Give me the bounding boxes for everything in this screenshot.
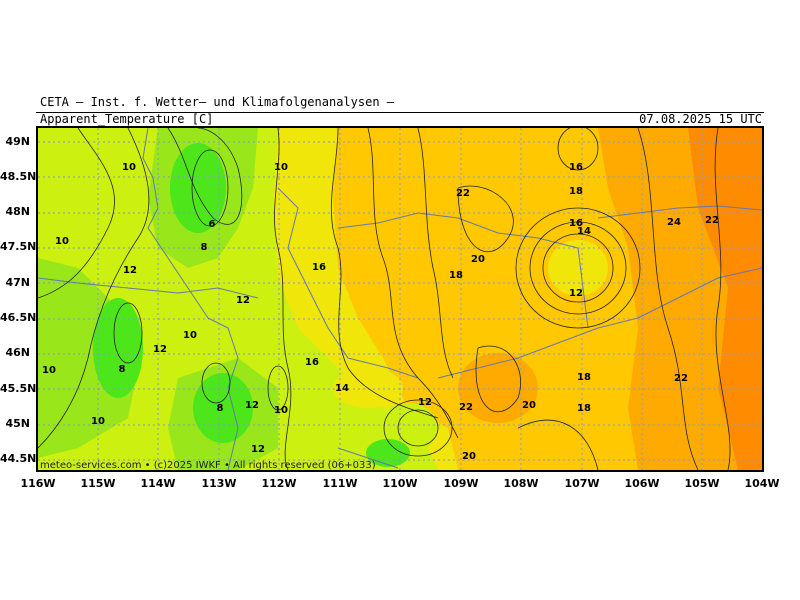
contour-label-layer: 10 10681012121088121012121016101614121622… [42, 162, 719, 462]
contour-label: 10 [122, 162, 136, 173]
contour-label: 12 [569, 288, 583, 299]
isotherm-contours [38, 128, 731, 470]
lon-label-108w: 108W [503, 477, 539, 490]
contour-label: 20 [462, 451, 476, 462]
contour-label: 24 [667, 217, 681, 228]
lat-label-46-5n: 46.5N [0, 311, 37, 324]
contour-label: 12 [123, 265, 137, 276]
contour-label: 10 [274, 405, 288, 416]
contour-label: 22 [456, 188, 470, 199]
lon-label-115w: 115W [80, 477, 116, 490]
graticule [38, 128, 762, 470]
contour-label: 8 [217, 403, 224, 414]
valid-datetime: 07.08.2025 15 UTC [639, 112, 762, 126]
contour-label: 14 [577, 226, 591, 237]
lon-label-111w: 111W [322, 477, 358, 490]
contour-label: 12 [236, 295, 250, 306]
contour-label: 12 [153, 344, 167, 355]
lon-label-109w: 109W [443, 477, 479, 490]
lon-label-112w: 112W [261, 477, 297, 490]
contour-label: 12 [251, 444, 265, 455]
lat-label-44-5n: 44.5N [0, 452, 37, 465]
green-core-north [170, 143, 226, 233]
variable-label: Apparent_Temperature [C] [40, 112, 214, 126]
lat-label-48-5n: 48.5N [0, 170, 37, 183]
lat-label-48n: 48N [5, 205, 30, 218]
contour-label: 8 [119, 364, 126, 375]
map-canvas: 10 10681012121088121012121016101614121622… [38, 128, 762, 470]
contour-label: 18 [577, 372, 591, 383]
lat-label-47n: 47N [5, 276, 30, 289]
contour-label: 8 [201, 242, 208, 253]
contour-label: 16 [569, 218, 583, 229]
contour-label: 16 [312, 262, 326, 273]
contour-label: 10 [91, 416, 105, 427]
contour-label: 22 [459, 402, 473, 413]
contour-label: 18 [449, 270, 463, 281]
contour-label: 12 [245, 400, 259, 411]
contour-label: 10 [274, 162, 288, 173]
contour-label: 20 [471, 254, 485, 265]
lat-label-45n: 45N [5, 417, 30, 430]
lon-label-110w: 110W [382, 477, 418, 490]
contour-label: 16 [569, 162, 583, 173]
contour-label: 6 [209, 219, 216, 230]
contour-label: 20 [522, 400, 536, 411]
lat-label-46n: 46N [5, 346, 30, 359]
lon-label-113w: 113W [201, 477, 237, 490]
orange-pocket [458, 353, 538, 423]
contour-label: 22 [705, 215, 719, 226]
cool-pocket [548, 240, 608, 296]
lon-label-107w: 107W [564, 477, 600, 490]
contour-label: 14 [335, 383, 349, 394]
contour-label: 12 [418, 397, 432, 408]
lon-label-116w: 116W [20, 477, 56, 490]
lon-label-104w: 104W [744, 477, 780, 490]
state-borders [38, 128, 762, 470]
lon-label-105w: 105W [684, 477, 720, 490]
lat-label-45-5n: 45.5N [0, 382, 37, 395]
title-bar-divider [36, 112, 764, 127]
contour-label: 10 [42, 365, 56, 376]
copyright-credit: meteo-services.com • (c)2025 IWKF • All … [40, 460, 376, 471]
contour-label: 18 [577, 403, 591, 414]
contour-label: 18 [569, 186, 583, 197]
contour-label: 16 [569, 218, 583, 229]
contour-label: 10 [55, 236, 69, 247]
map-title: CETA — Inst. f. Wetter— und Klimafolgena… [40, 95, 395, 109]
contour-label: 10 [183, 330, 197, 341]
green-core-west [93, 298, 143, 398]
weather-map: 10 10 6 8 10 12 12 10 8 8 12 10 12 12 10 16 10 16 14 12 16 22… [36, 126, 764, 472]
lat-label-47-5n: 47.5N [0, 240, 37, 253]
contour-label: 16 [305, 357, 319, 368]
lon-label-114w: 114W [140, 477, 176, 490]
lon-label-106w: 106W [624, 477, 660, 490]
lat-label-49n: 49N [5, 135, 30, 148]
contour-label: 22 [674, 373, 688, 384]
